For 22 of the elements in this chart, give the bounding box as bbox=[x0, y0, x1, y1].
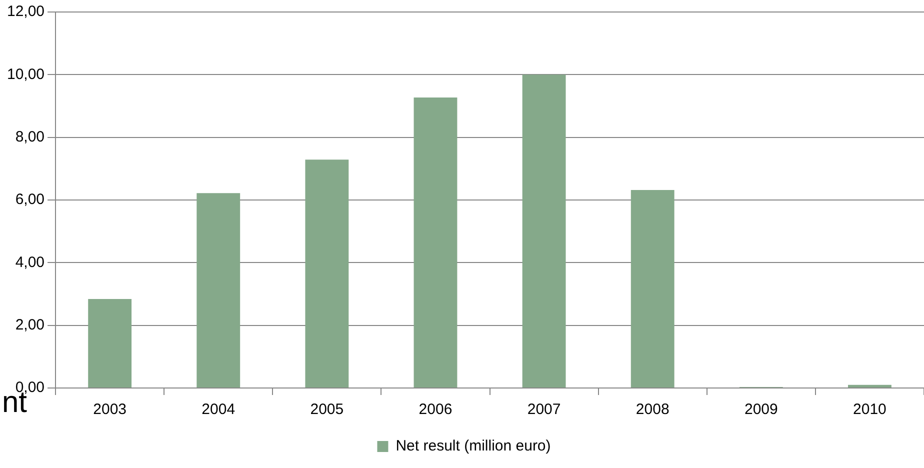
bar bbox=[630, 190, 674, 388]
y-tick-label: 2,00 bbox=[15, 316, 45, 334]
legend-label: Net result (million euro) bbox=[396, 438, 551, 455]
bar bbox=[305, 160, 349, 388]
x-tick-label: 2005 bbox=[310, 401, 344, 418]
x-tick-label: 2009 bbox=[744, 401, 778, 418]
bar bbox=[522, 74, 566, 388]
y-tick-label: 4,00 bbox=[15, 254, 45, 271]
x-tick-label: 2010 bbox=[853, 401, 886, 418]
x-tick-label: 2003 bbox=[93, 401, 127, 418]
x-tick-label: 2008 bbox=[636, 401, 670, 418]
y-tick-label: 12,00 bbox=[6, 3, 45, 20]
x-tick-label: 2004 bbox=[202, 401, 236, 418]
x-tick-label: 2007 bbox=[527, 401, 561, 418]
bar bbox=[848, 384, 892, 388]
y-tick-label: 10,00 bbox=[6, 66, 45, 83]
bar bbox=[196, 193, 240, 388]
x-tick-label: 2006 bbox=[418, 401, 452, 418]
y-tick-label: 6,00 bbox=[15, 191, 45, 208]
bar bbox=[414, 98, 458, 388]
y-tick-label: 8,00 bbox=[15, 128, 45, 146]
bar bbox=[88, 299, 132, 388]
